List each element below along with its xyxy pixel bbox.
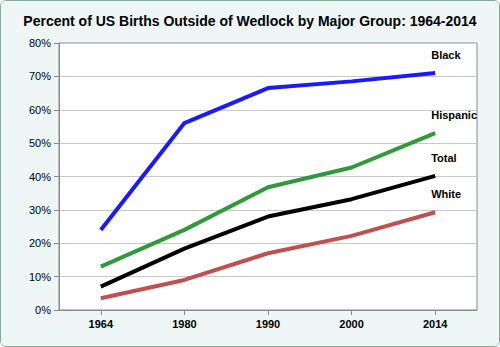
svg-text:Total: Total <box>431 152 456 164</box>
svg-text:10%: 10% <box>29 271 51 283</box>
svg-text:Black: Black <box>431 49 461 61</box>
svg-text:80%: 80% <box>29 37 51 49</box>
svg-text:1990: 1990 <box>256 318 280 330</box>
svg-text:Percent of US Births Outside o: Percent of US Births Outside of Wedlock … <box>23 13 477 29</box>
svg-text:60%: 60% <box>29 104 51 116</box>
svg-text:20%: 20% <box>29 237 51 249</box>
svg-text:70%: 70% <box>29 70 51 82</box>
svg-text:White: White <box>431 188 461 200</box>
svg-text:1980: 1980 <box>172 318 196 330</box>
svg-text:40%: 40% <box>29 171 51 183</box>
svg-text:2014: 2014 <box>423 318 448 330</box>
svg-text:2000: 2000 <box>339 318 363 330</box>
svg-text:50%: 50% <box>29 137 51 149</box>
svg-text:Hispanic: Hispanic <box>431 109 477 121</box>
svg-text:0%: 0% <box>35 304 51 316</box>
svg-text:30%: 30% <box>29 204 51 216</box>
svg-text:1964: 1964 <box>89 318 114 330</box>
